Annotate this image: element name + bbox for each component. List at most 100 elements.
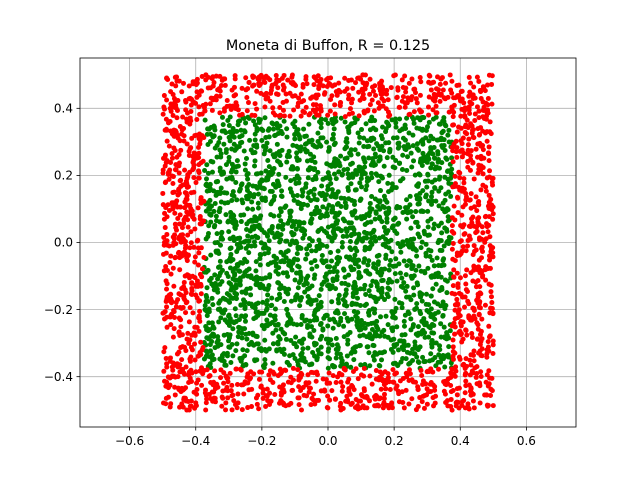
point-border — [379, 96, 385, 102]
point-inside — [365, 245, 371, 251]
point-inside — [439, 143, 445, 149]
point-inside — [227, 344, 233, 350]
point-border — [172, 374, 178, 380]
point-inside — [425, 218, 431, 224]
point-border — [177, 255, 183, 261]
point-border — [255, 76, 261, 82]
point-inside — [278, 285, 284, 291]
point-border — [183, 242, 189, 248]
point-inside — [436, 165, 442, 171]
point-inside — [297, 357, 303, 363]
point-inside — [446, 241, 452, 247]
point-inside — [370, 159, 376, 165]
point-border — [479, 244, 485, 250]
point-inside — [400, 356, 406, 362]
point-inside — [285, 220, 291, 226]
point-inside — [386, 286, 392, 292]
point-inside — [361, 135, 367, 141]
point-border — [187, 202, 193, 208]
point-inside — [237, 355, 243, 361]
point-border — [484, 354, 490, 360]
point-border — [454, 296, 460, 302]
point-border — [324, 405, 330, 411]
point-inside — [221, 332, 227, 338]
point-inside — [207, 197, 213, 203]
point-border — [218, 375, 224, 381]
point-border — [251, 82, 257, 88]
point-border — [477, 140, 483, 146]
point-border — [231, 398, 237, 404]
point-inside — [244, 259, 250, 265]
point-border — [219, 403, 225, 409]
x-tick-label: 0.6 — [517, 434, 536, 448]
point-inside — [410, 358, 416, 364]
point-border — [295, 367, 301, 373]
point-inside — [282, 204, 288, 210]
point-inside — [292, 136, 298, 142]
point-inside — [225, 274, 231, 280]
point-inside — [363, 291, 369, 297]
point-inside — [292, 356, 298, 362]
point-inside — [439, 160, 445, 166]
point-inside — [395, 141, 401, 146]
point-inside — [410, 322, 416, 328]
point-inside — [317, 191, 323, 197]
point-inside — [226, 229, 232, 235]
scatter-points — [160, 72, 496, 413]
point-inside — [338, 153, 344, 159]
point-inside — [364, 344, 370, 350]
point-inside — [284, 154, 290, 160]
point-inside — [400, 152, 406, 158]
point-inside — [257, 262, 263, 268]
point-border — [178, 345, 184, 351]
point-inside — [397, 270, 403, 276]
point-border — [477, 380, 483, 386]
point-border — [164, 324, 170, 330]
point-inside — [349, 349, 355, 355]
point-border — [169, 102, 175, 108]
point-inside — [291, 197, 297, 203]
point-inside — [226, 123, 232, 129]
point-border — [195, 144, 201, 150]
point-inside — [442, 353, 448, 359]
point-inside — [304, 275, 310, 281]
point-inside — [294, 173, 300, 179]
point-inside — [332, 319, 338, 325]
point-inside — [346, 272, 352, 278]
point-border — [248, 375, 254, 381]
point-inside — [419, 162, 425, 168]
point-border — [193, 369, 199, 375]
point-border — [449, 144, 455, 150]
point-border — [168, 253, 174, 259]
point-inside — [250, 206, 256, 212]
point-inside — [315, 130, 321, 136]
point-inside — [245, 171, 251, 177]
point-inside — [277, 159, 283, 165]
point-border — [256, 376, 262, 382]
point-inside — [336, 169, 342, 175]
point-border — [298, 91, 304, 97]
point-inside — [368, 239, 374, 245]
point-border — [190, 154, 196, 160]
point-border — [181, 138, 187, 144]
point-border — [235, 391, 241, 397]
point-border — [308, 95, 314, 101]
point-inside — [381, 327, 387, 333]
point-inside — [399, 167, 405, 173]
point-inside — [244, 336, 250, 342]
point-border — [334, 92, 340, 98]
point-border — [312, 401, 318, 407]
point-inside — [307, 285, 313, 291]
point-inside — [215, 276, 221, 282]
point-border — [481, 104, 487, 110]
point-inside — [425, 224, 431, 230]
point-border — [183, 310, 189, 316]
point-inside — [359, 184, 365, 190]
point-inside — [329, 208, 335, 214]
point-border — [325, 112, 331, 118]
point-inside — [299, 193, 305, 199]
point-border — [482, 214, 488, 220]
point-border — [235, 107, 241, 113]
point-inside — [386, 189, 392, 195]
point-border — [197, 221, 203, 227]
